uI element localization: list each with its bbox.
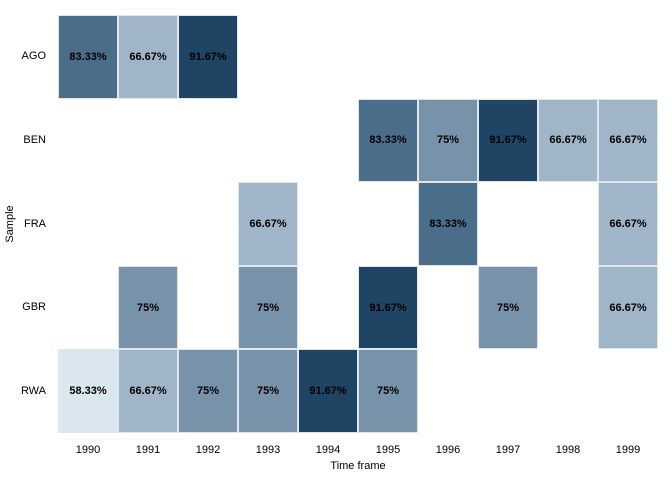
heatmap-cell-GBR-1997: 75%: [478, 265, 538, 350]
cell-value-label: 83.33%: [69, 50, 107, 63]
heatmap-cell-GBR-1993: 75%: [238, 265, 298, 350]
heatmap-cell-RWA-1993: 75%: [238, 349, 298, 433]
cell-value-label: 66.67%: [129, 385, 167, 398]
heatmap-cell-BEN-1996: 75%: [418, 98, 478, 183]
y-tick-label-FRA: FRA: [24, 217, 46, 230]
cell-value-label: 66.67%: [609, 301, 647, 314]
cell-value-label: 66.67%: [129, 50, 167, 63]
x-tick-label-1996: 1996: [435, 444, 461, 456]
heatmap-cell-RWA-1990: 58.33%: [58, 349, 118, 433]
x-tick-label-1992: 1992: [195, 444, 221, 456]
heatmap-cell-GBR-1999: 66.67%: [598, 265, 658, 350]
cell-value-label: 66.67%: [609, 134, 647, 147]
x-tick-label-1995: 1995: [375, 444, 401, 456]
cell-value-label: 75%: [376, 385, 400, 398]
heatmap-cell-RWA-1992: 75%: [178, 349, 238, 433]
cell-value-label: 75%: [436, 134, 460, 147]
heatmap-cell-BEN-1999: 66.67%: [598, 98, 658, 183]
cell-value-label: 91.67%: [189, 50, 227, 63]
heatmap-cell-BEN-1998: 66.67%: [538, 98, 598, 183]
x-tick-label-1991: 1991: [135, 444, 161, 456]
x-tick-label-1998: 1998: [555, 444, 581, 456]
plot-area: 83.33% 66.67% 91.67% 83.33% 75% 91.67% 66.67% 6…: [58, 15, 658, 433]
heatmap-cell-FRA-1996: 83.33%: [418, 182, 478, 266]
x-tick-label-1999: 1999: [615, 444, 641, 456]
heatmap-cell-GBR-1991: 75%: [118, 265, 178, 350]
cell-value-label: 75%: [256, 385, 280, 398]
x-tick-label-1994: 1994: [315, 444, 341, 456]
heatmap-cell-BEN-1995: 83.33%: [358, 98, 418, 183]
heatmap-cell-RWA-1994: 91.67%: [298, 349, 358, 433]
heatmap-cell-FRA-1993: 66.67%: [238, 182, 298, 266]
cell-value-label: 66.67%: [249, 217, 287, 230]
y-tick-label-BEN: BEN: [23, 133, 46, 146]
cell-value-label: 66.67%: [549, 134, 587, 147]
heatmap-cell-RWA-1991: 66.67%: [118, 349, 178, 433]
y-tick-label-AGO: AGO: [21, 50, 46, 63]
cell-value-label: 66.67%: [609, 217, 647, 230]
cell-value-label: 91.67%: [489, 134, 527, 147]
y-tick-label-RWA: RWA: [20, 384, 46, 397]
cell-value-label: 75%: [496, 301, 520, 314]
x-tick-label-1990: 1990: [75, 444, 101, 456]
cell-value-label: 91.67%: [369, 301, 407, 314]
cell-value-label: 75%: [136, 301, 160, 314]
x-tick-label-1993: 1993: [255, 444, 281, 456]
y-tick-label-GBR: GBR: [22, 301, 46, 314]
heatmap-cell-AGO-1991: 66.67%: [118, 15, 178, 99]
cell-value-label: 83.33%: [369, 134, 407, 147]
heatmap-cell-AGO-1990: 83.33%: [58, 15, 118, 99]
heatmap-cell-AGO-1992: 91.67%: [178, 15, 238, 99]
heatmap-cell-RWA-1995: 75%: [358, 349, 418, 433]
cell-value-label: 75%: [196, 385, 220, 398]
heatmap-cell-FRA-1999: 66.67%: [598, 182, 658, 266]
cell-value-label: 83.33%: [429, 217, 467, 230]
heatmap-cell-BEN-1997: 91.67%: [478, 98, 538, 183]
cell-value-label: 75%: [256, 301, 280, 314]
cell-value-label: 91.67%: [309, 385, 347, 398]
cell-value-label: 58.33%: [69, 385, 107, 398]
x-axis-title: Time frame: [330, 460, 386, 472]
x-tick-label-1997: 1997: [495, 444, 521, 456]
heatmap-cell-GBR-1995: 91.67%: [358, 265, 418, 350]
